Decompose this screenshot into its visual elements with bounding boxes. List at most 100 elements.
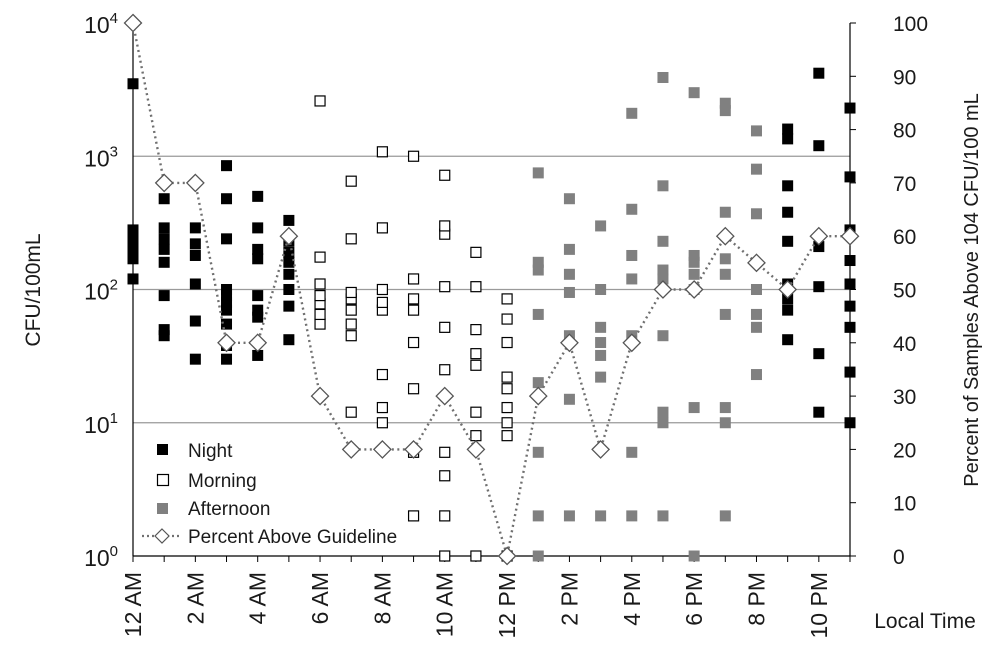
percent-point: [466, 439, 486, 459]
legend-swatch-percent-marker: [154, 528, 170, 544]
point-night: [189, 238, 201, 250]
point-night: [158, 243, 170, 255]
point-night: [782, 235, 794, 247]
point-night: [782, 133, 794, 145]
point-morning: [345, 175, 357, 187]
point-night: [252, 243, 264, 255]
point-night: [844, 278, 856, 290]
point-afternoon: [688, 402, 700, 414]
point-afternoon: [532, 510, 544, 522]
point-night: [221, 193, 233, 205]
point-afternoon: [657, 330, 669, 342]
percent-point: [248, 333, 268, 353]
x-tick-label: 12 PM: [494, 572, 520, 638]
point-night: [158, 233, 170, 245]
point-night: [221, 353, 233, 365]
point-night: [189, 315, 201, 327]
point-morning: [376, 417, 388, 429]
point-night: [844, 366, 856, 378]
point-afternoon: [563, 243, 575, 255]
point-night: [158, 324, 170, 336]
point-morning: [376, 146, 388, 158]
point-night: [127, 78, 139, 90]
point-afternoon: [719, 97, 731, 109]
point-morning: [345, 318, 357, 330]
y-tick-label: 102: [84, 277, 118, 305]
legend: Night Morning Afternoon Percent Above Gu…: [142, 441, 397, 548]
x-tick-label: 10 AM: [432, 572, 458, 637]
point-morning: [470, 430, 482, 442]
point-morning: [439, 470, 451, 482]
percent-point: [747, 253, 766, 273]
point-morning: [345, 304, 357, 316]
point-morning: [345, 330, 357, 342]
point-afternoon: [657, 235, 669, 247]
y2-tick-label: 100: [893, 13, 928, 36]
point-night: [283, 334, 295, 346]
point-night: [158, 222, 170, 234]
point-night: [844, 255, 856, 267]
point-afternoon: [563, 393, 575, 405]
y2-tick-label: 30: [893, 386, 916, 409]
point-night: [283, 214, 295, 226]
point-afternoon: [719, 253, 731, 265]
y2-tick-labels: 0 10 20 30 40 50 60 70 80 90 100: [850, 13, 928, 569]
point-morning: [314, 278, 326, 290]
point-afternoon: [563, 193, 575, 205]
percent-point: [809, 226, 829, 246]
point-morning: [345, 286, 357, 299]
point-afternoon: [532, 264, 544, 276]
point-night: [221, 290, 233, 302]
point-afternoon: [595, 337, 607, 349]
point-morning: [407, 383, 420, 395]
point-morning: [407, 150, 420, 162]
point-night: [283, 284, 295, 295]
point-morning: [470, 281, 482, 293]
y-tick-label: 103: [84, 143, 118, 171]
point-afternoon: [750, 163, 762, 175]
y2-axis-title: Percent of Samples Above 104 CFU/100 mL: [961, 93, 983, 487]
point-night: [813, 140, 825, 152]
percent-point: [560, 333, 579, 353]
point-morning: [470, 348, 482, 360]
point-night: [283, 268, 295, 280]
point-morning: [439, 321, 451, 333]
point-afternoon: [657, 417, 669, 429]
point-morning: [470, 359, 482, 371]
point-morning: [407, 273, 420, 285]
point-afternoon: [626, 510, 638, 522]
y2-tick-label: 40: [893, 333, 916, 356]
point-morning: [314, 289, 326, 302]
point-morning: [407, 336, 420, 349]
x-tick-label: 6 PM: [681, 572, 707, 626]
legend-swatch-morning: [156, 473, 170, 487]
percent-point: [778, 280, 798, 299]
point-night: [252, 349, 264, 361]
point-afternoon: [657, 264, 669, 276]
y-axis-title: CFU/100mL: [22, 233, 45, 346]
y2-tick-label: 90: [893, 66, 916, 89]
point-morning: [501, 430, 513, 442]
point-morning: [314, 251, 326, 263]
legend-swatch-afternoon: [157, 503, 168, 514]
point-afternoon: [657, 273, 669, 285]
point-morning: [314, 95, 326, 107]
point-afternoon: [563, 510, 575, 522]
point-afternoon: [532, 308, 544, 320]
legend-label-night: Night: [188, 441, 233, 462]
point-afternoon: [688, 268, 700, 280]
gridlines: [133, 155, 850, 424]
percent-point: [123, 13, 143, 33]
point-morning: [501, 313, 513, 325]
point-afternoon: [719, 510, 731, 522]
point-morning: [439, 281, 451, 293]
point-morning: [314, 318, 326, 330]
point-afternoon: [719, 105, 731, 117]
point-morning: [314, 308, 326, 321]
point-night: [221, 304, 233, 316]
percent-point: [154, 173, 174, 193]
percent-point: [341, 439, 361, 459]
x-tick-label: 10 PM: [806, 572, 832, 638]
point-night: [844, 321, 856, 333]
point-morning: [376, 222, 388, 234]
